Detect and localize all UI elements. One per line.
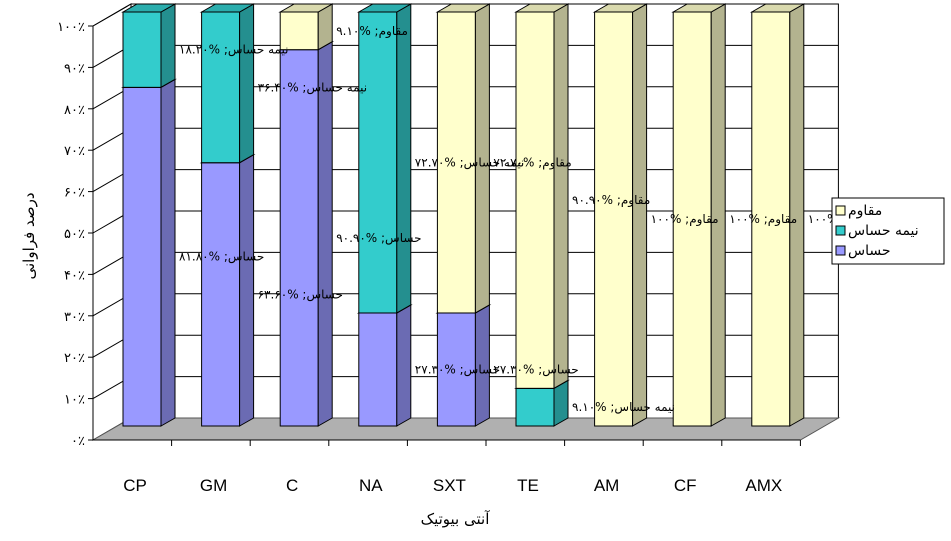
bar-side <box>397 4 411 313</box>
bar-front <box>516 12 554 388</box>
data-label: حساس; %۲۷.۳۰ <box>415 362 500 377</box>
x-axis-title: آنتی بیوتیک <box>421 510 491 528</box>
bar-side <box>161 79 175 426</box>
bar-front <box>202 163 240 426</box>
legend: مقاوم نیمه حساس حساس <box>832 198 944 264</box>
y-tick-label: ۵۰٪ <box>64 227 85 242</box>
legend-label: حساس <box>848 243 891 259</box>
x-tick-label: AM <box>594 476 620 495</box>
data-label: حساس; %۸۱.۸۰ <box>179 250 264 265</box>
legend-swatch <box>836 226 845 235</box>
bar-side <box>240 4 254 163</box>
y-tick-label: ۴۰٪ <box>64 268 85 283</box>
y-tick-label: ۰٪ <box>71 434 85 449</box>
data-label: حساس; %۹۰.۹۰ <box>336 231 421 246</box>
bar-segment <box>595 4 647 426</box>
x-tick-label: SXT <box>433 476 466 495</box>
y-axis-title: درصد فراوانی <box>20 192 38 279</box>
bar-side <box>397 305 411 426</box>
bar-side <box>554 4 568 388</box>
x-tick-label: NA <box>359 476 383 495</box>
x-tick-label: TE <box>517 476 539 495</box>
bar-front <box>359 313 397 426</box>
bar-segment <box>359 4 411 313</box>
legend-swatch <box>836 246 845 255</box>
data-label: حساس; %۲۷.۳۰ <box>493 362 578 377</box>
bar-front <box>359 12 397 313</box>
bar-side <box>633 4 647 426</box>
x-tick-label: C <box>286 476 298 495</box>
x-tick-label: CF <box>674 476 697 495</box>
bar-side <box>240 155 254 426</box>
y-tick-label: ۹۰٪ <box>64 61 85 76</box>
bar-side <box>161 4 175 87</box>
legend-swatch <box>836 206 845 215</box>
data-label: نیمه حساس; %۱۸.۲۰ <box>179 43 288 58</box>
y-axis-ticks: ۰٪ ۱۰٪ ۲۰٪ ۳۰٪ ۴۰٪ ۵۰٪ ۶۰٪ ۷۰٪ ۸۰٪ ۹۰٪ ۱۰۰٪ <box>57 20 93 449</box>
bar-segment <box>359 305 411 426</box>
y-tick-label: ۱۰٪ <box>64 393 85 408</box>
y-tick-label: ۱۰۰٪ <box>57 20 85 35</box>
bar-segment <box>280 42 332 426</box>
data-label: مقاوم; %۹.۱۰ <box>336 24 408 39</box>
y-tick-label: ۷۰٪ <box>64 144 85 159</box>
x-axis-ticks: CP GM C NA SXT TE AM CF AMX <box>93 440 800 495</box>
y-tick-label: ۲۰٪ <box>64 351 85 366</box>
bar-front <box>202 12 240 163</box>
bar-segment <box>202 4 254 163</box>
bar-front <box>595 12 633 426</box>
x-tick-label: AMX <box>745 476 782 495</box>
bar-front <box>123 12 161 87</box>
legend-label: مقاوم <box>848 203 882 219</box>
bar-segment <box>202 155 254 426</box>
data-label: نیمه حساس; %۳۶.۴۰ <box>258 80 367 95</box>
data-label: مقاوم; %۹۰.۹۰ <box>572 193 650 208</box>
y-tick-label: ۶۰٪ <box>64 186 85 201</box>
bar-front <box>280 50 318 426</box>
bar-front <box>516 388 554 426</box>
data-label: نیمه حساس; %۹.۱۰ <box>572 400 675 415</box>
legend-label: نیمه حساس <box>848 223 919 239</box>
data-label: مقاوم; %۱۰۰ <box>729 212 797 227</box>
bar-segment <box>123 4 175 87</box>
data-label: مقاوم; %۱۰۰ <box>651 212 719 227</box>
bar-segment <box>123 79 175 426</box>
x-tick-label: CP <box>123 476 147 495</box>
data-label: حساس; %۶۳.۶۰ <box>258 287 343 302</box>
bar-segment <box>516 4 568 388</box>
y-tick-label: ۳۰٪ <box>64 310 85 325</box>
bar-front <box>123 87 161 426</box>
data-label: مقاوم; %۷۲.۷۰ <box>493 155 571 170</box>
x-tick-label: GM <box>200 476 227 495</box>
y-tick-label: ۸۰٪ <box>64 103 85 118</box>
bar-side <box>318 42 332 426</box>
